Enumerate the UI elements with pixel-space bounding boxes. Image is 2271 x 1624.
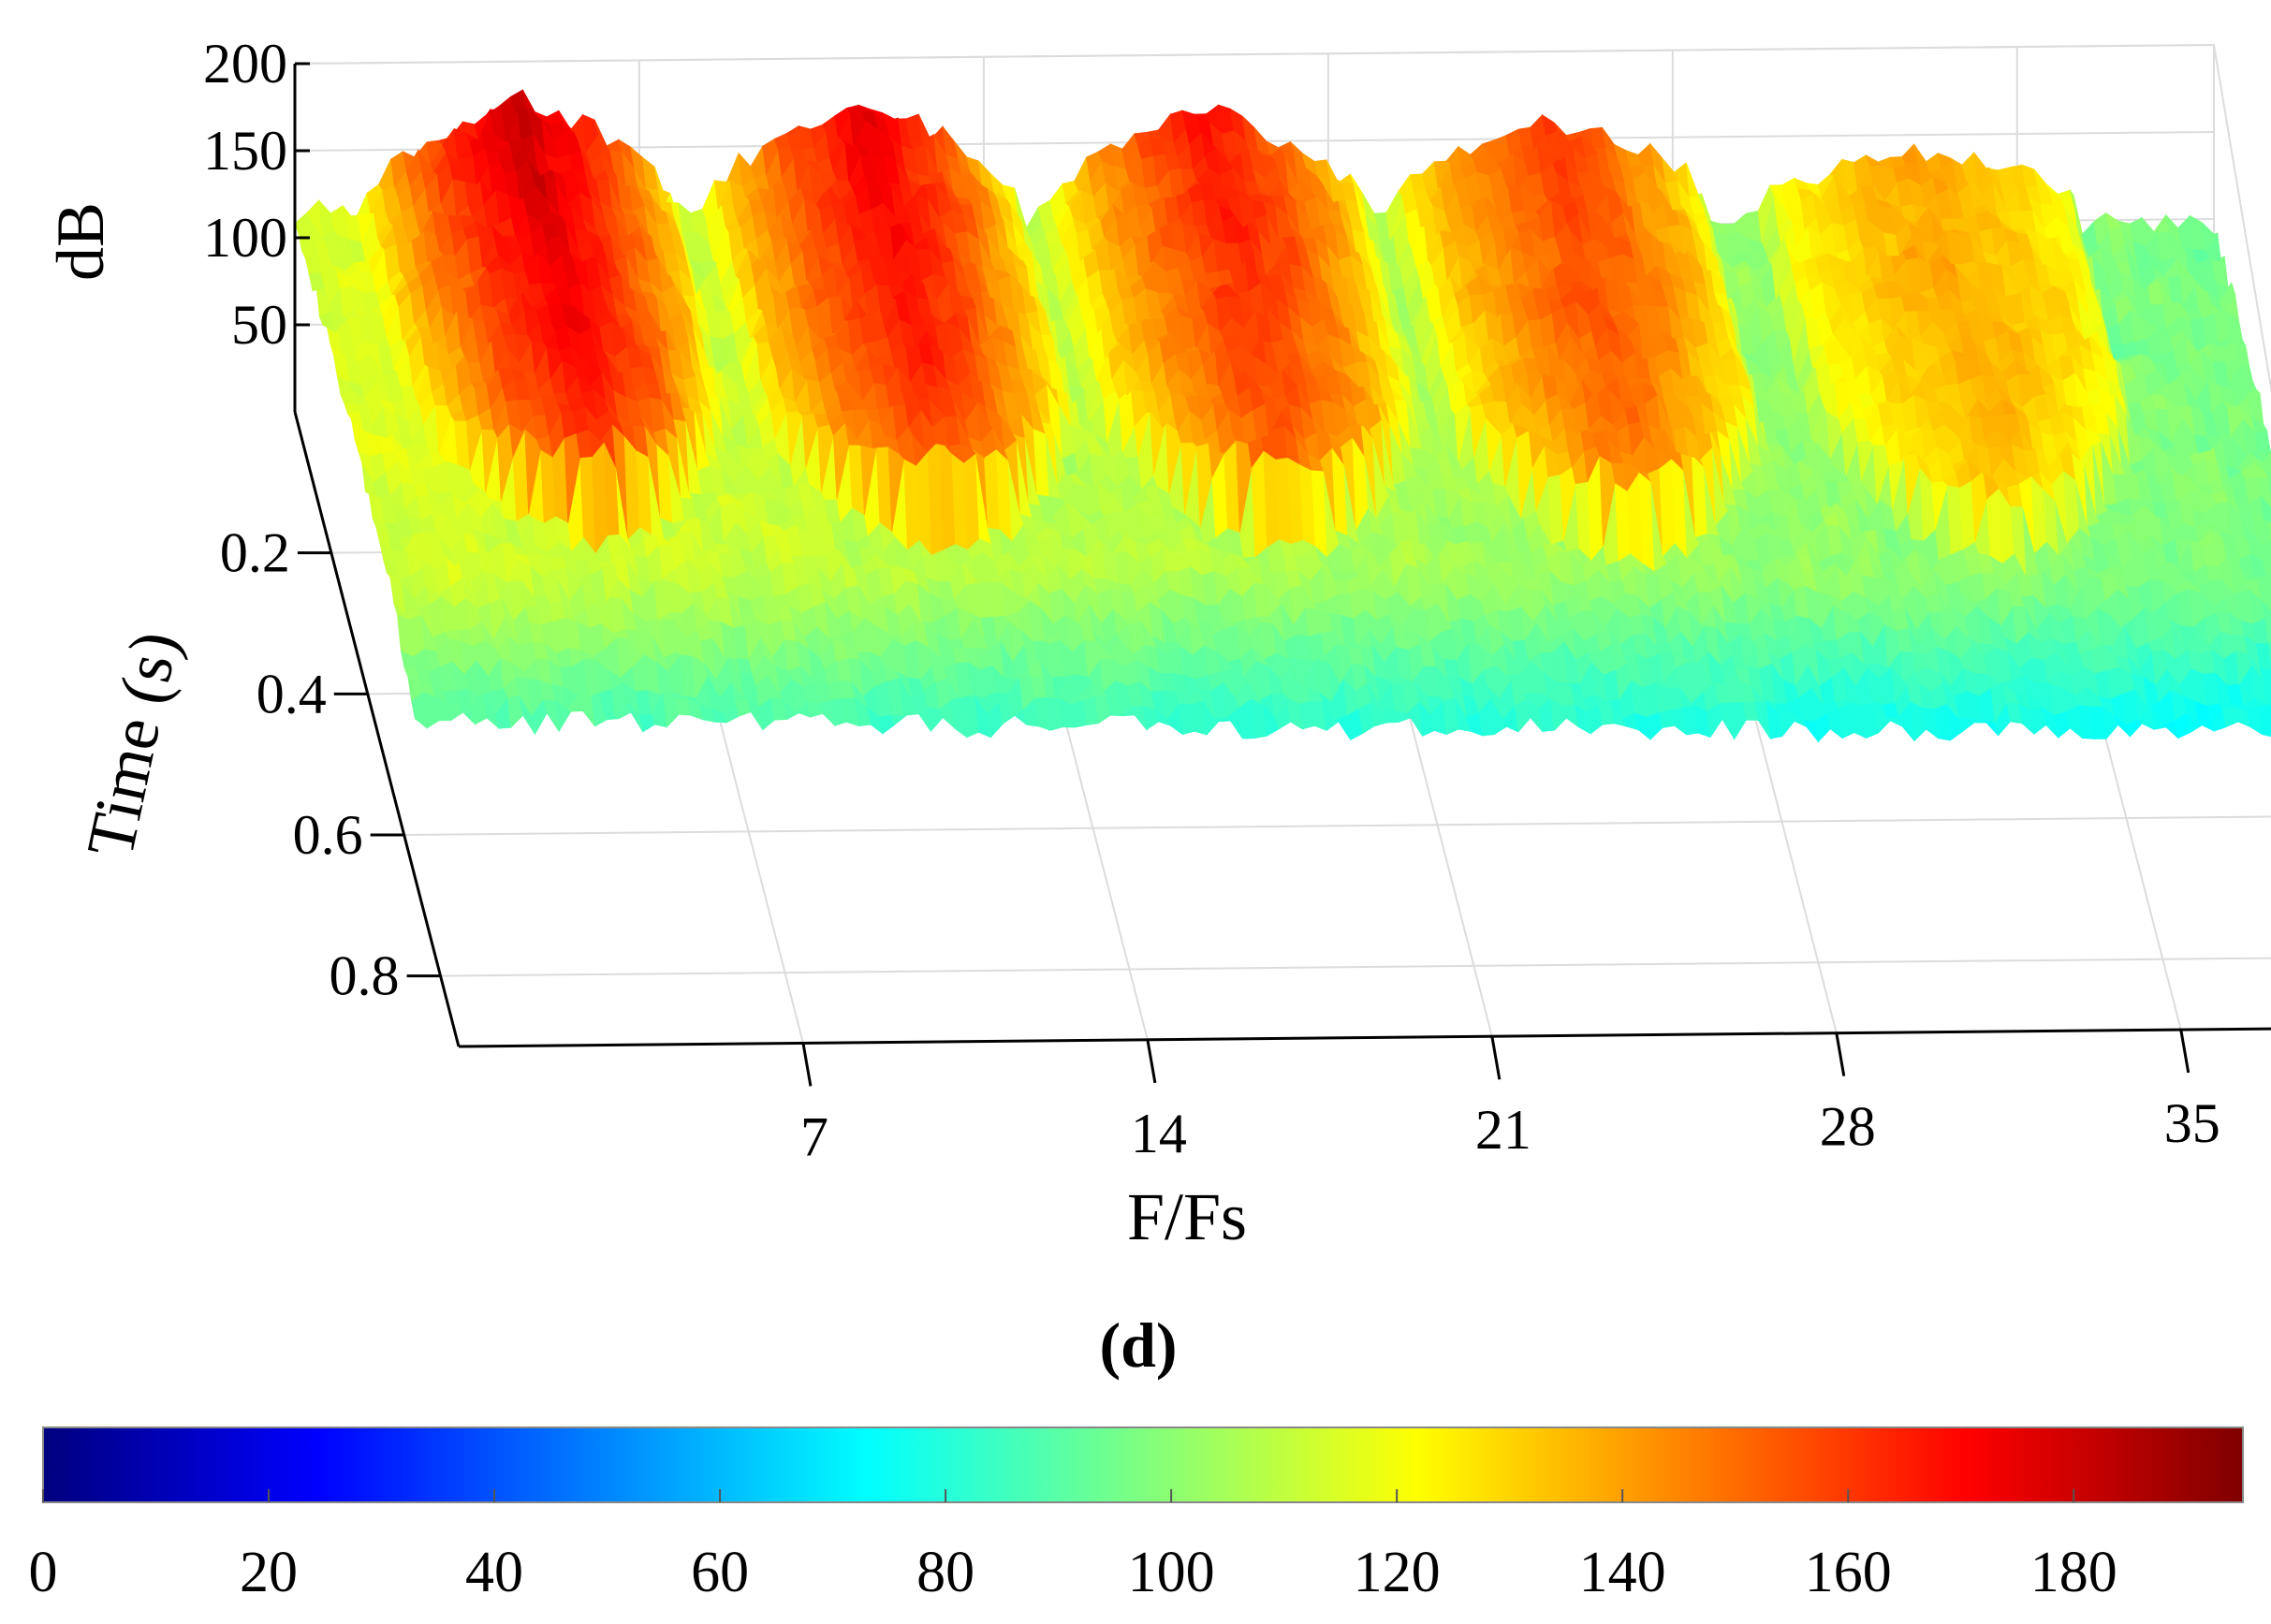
surface: [294, 89, 2271, 743]
box-back: [294, 43, 2271, 394]
grid-line-time: [440, 957, 2271, 977]
surface-cell: [2264, 614, 2271, 645]
surface-cell: [2263, 678, 2271, 705]
grid-line-time: [403, 815, 2271, 836]
